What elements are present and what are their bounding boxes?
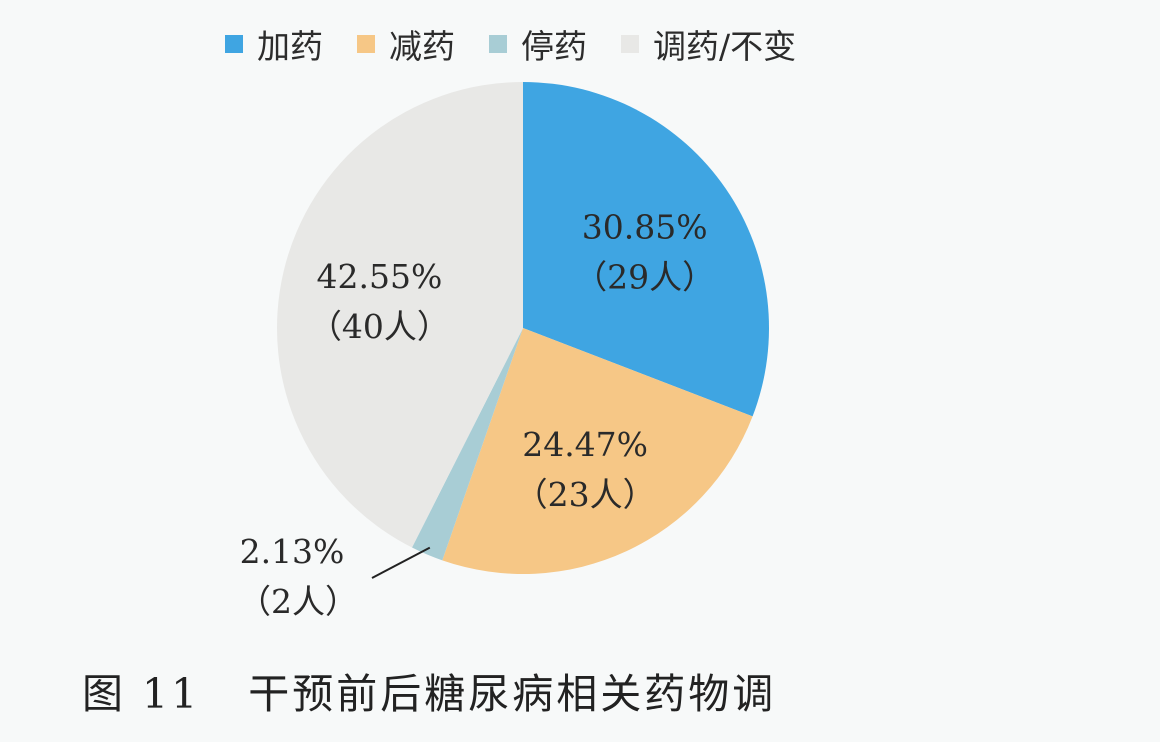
legend-swatch-stop xyxy=(489,35,507,53)
legend-item-reduce: 减药 xyxy=(357,20,455,68)
pie-slice-stop xyxy=(412,328,523,561)
slice-count-label-adjust: （40人） xyxy=(309,307,450,346)
legend-item-adjust: 调药/不变 xyxy=(621,20,796,68)
legend-swatch-add xyxy=(225,35,243,53)
legend-item-stop: 停药 xyxy=(489,20,587,68)
leader-line-stop xyxy=(371,546,431,579)
figure-number: 图 11 xyxy=(82,670,201,718)
legend-label-reduce: 减药 xyxy=(389,27,455,66)
legend-label-adjust: 调药/不变 xyxy=(653,27,797,66)
slice-count-label-add: （29人） xyxy=(574,257,715,296)
slice-count-label-stop: （2人） xyxy=(238,582,358,621)
legend-swatch-reduce xyxy=(357,35,375,53)
slice-percent-label-stop: 2.13% xyxy=(240,532,345,571)
legend-label-add: 加药 xyxy=(257,27,323,66)
pie-slice-add xyxy=(523,82,769,417)
chart-legend: 加药 减药 停药 调药/不变 xyxy=(225,20,796,68)
slice-percent-label-reduce: 24.47% xyxy=(522,425,648,464)
slice-percent-label-add: 30.85% xyxy=(582,207,708,246)
slice-count-label-reduce: （23人） xyxy=(515,475,656,514)
pie-slice-reduce xyxy=(442,328,753,574)
legend-item-add: 加药 xyxy=(225,20,323,68)
legend-swatch-adjust xyxy=(621,35,639,53)
slice-percent-label-adjust: 42.55% xyxy=(317,257,443,296)
legend-label-stop: 停药 xyxy=(521,27,587,66)
figure-caption-text: 干预前后糖尿病相关药物调 xyxy=(248,670,777,718)
figure-caption: 图 11 干预前后糖尿病相关药物调 xyxy=(82,660,776,720)
pie-slice-adjust xyxy=(277,81,523,548)
